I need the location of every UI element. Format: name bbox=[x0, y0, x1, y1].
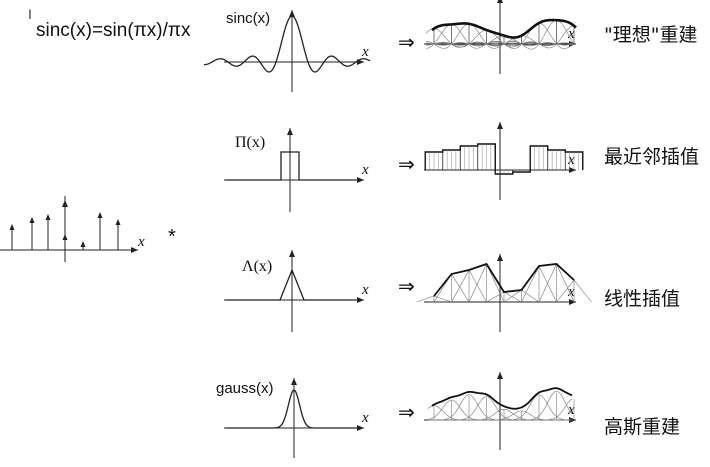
recon-x-label-3: x bbox=[567, 402, 575, 418]
arrow-row-sinc: ⇒ bbox=[398, 32, 415, 54]
recon-y-axis-3-head bbox=[497, 372, 503, 379]
recon-x-axis-2-head bbox=[569, 299, 576, 305]
sample-arrow-2 bbox=[45, 214, 51, 220]
kernel-label-gauss: gauss(x) bbox=[216, 380, 274, 397]
arrow-row-tent: ⇒ bbox=[398, 276, 415, 298]
samples-x-axis-head bbox=[131, 247, 138, 253]
recon-0-kernel-8 bbox=[425, 25, 575, 49]
recon-0-kernel-2 bbox=[425, 23, 575, 49]
convolution-symbol: * bbox=[168, 226, 176, 248]
kernel-label-box: Π(x) bbox=[235, 134, 266, 151]
recon-x-label-1: x bbox=[567, 152, 575, 168]
recon-0-kernel-7 bbox=[425, 19, 575, 50]
kernel-x-label-3: x bbox=[361, 410, 369, 426]
sample-arrow-4 bbox=[80, 241, 86, 247]
kernel-curve-box bbox=[226, 151, 356, 181]
sample-arrow-6 bbox=[115, 219, 121, 225]
kernel-curve-gauss bbox=[226, 389, 362, 429]
sample-arrow-1 bbox=[29, 217, 35, 223]
recon-x-label-0: x bbox=[567, 26, 575, 42]
kernel-curve-sinc bbox=[203, 15, 371, 73]
text-cursor-icon: I bbox=[28, 6, 32, 22]
kernel-y-axis-0-head bbox=[289, 10, 295, 17]
kernel-label-tent: Λ(x) bbox=[242, 258, 273, 275]
kernel-x-axis-1-head bbox=[357, 177, 364, 183]
recon-y-axis-1-head bbox=[497, 122, 503, 129]
sample-arrow-5 bbox=[97, 212, 103, 218]
kernel-curve-tent bbox=[226, 268, 356, 301]
kernel-x-label-2: x bbox=[361, 282, 369, 298]
kernel-y-axis-2-head bbox=[289, 250, 295, 257]
recon-0-result bbox=[431, 18, 577, 39]
recon-x-axis-1-head bbox=[569, 167, 576, 173]
kernel-label-sinc: sinc(x) bbox=[226, 10, 271, 27]
kernel-y-axis-3-head bbox=[291, 378, 297, 385]
recon-x-axis-3-head bbox=[569, 417, 576, 423]
kernel-x-axis-2-head bbox=[357, 297, 364, 303]
kernel-y-axis-1-head bbox=[287, 128, 293, 135]
samples-x-label: x bbox=[137, 234, 145, 250]
recon-3-kernel-8 bbox=[428, 398, 573, 421]
recon-2-result bbox=[433, 262, 575, 297]
arrow-row-box: ⇒ bbox=[398, 154, 415, 176]
sample-arrow-0 bbox=[9, 224, 15, 230]
recon-3-result bbox=[431, 387, 573, 410]
method-gaussian: 高斯重建 bbox=[604, 416, 681, 438]
method-ideal: "理想"重建 bbox=[604, 24, 698, 46]
recon-x-label-2: x bbox=[567, 284, 575, 300]
recon-y-axis-2-head bbox=[497, 254, 503, 261]
method-linear: 线性插值 bbox=[604, 288, 681, 310]
kernel-x-label-1: x bbox=[361, 162, 369, 178]
method-nearest: 最近邻插值 bbox=[604, 146, 700, 168]
kernel-x-label-0: x bbox=[361, 44, 369, 60]
arrow-row-gauss: ⇒ bbox=[398, 402, 415, 424]
sinc-formula: sinc(x)=sin(πx)/πx bbox=[36, 20, 191, 41]
recon-y-axis-0-head bbox=[497, 0, 503, 3]
